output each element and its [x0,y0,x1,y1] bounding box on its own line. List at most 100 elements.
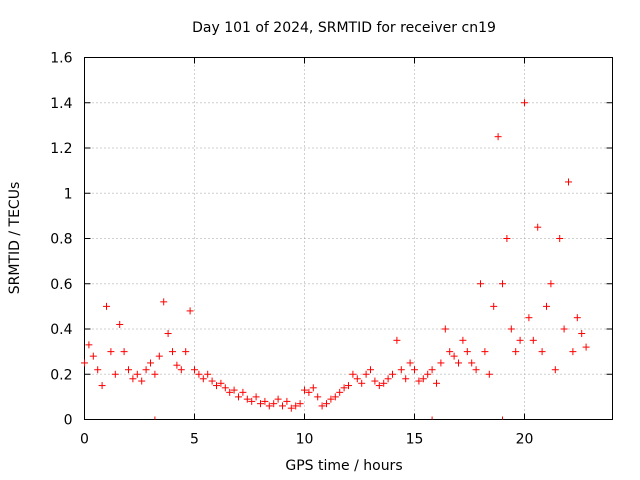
data-point [217,379,225,387]
data-point [494,133,502,141]
data-point [111,370,119,378]
x-tick-label: 15 [406,432,424,448]
data-point [397,366,405,374]
data-point [477,280,484,288]
data-point [353,375,361,383]
y-tick-label: 0 [64,413,73,429]
data-point [406,359,414,367]
data-point [565,178,572,186]
data-point [296,400,304,408]
y-tick-label: 0.8 [50,232,72,248]
data-point [81,359,88,367]
data-point [380,379,388,387]
data-point [560,325,568,333]
x-tick-label: 10 [296,432,314,448]
data-point [490,302,498,310]
data-point [164,330,172,338]
data-point [243,395,251,403]
y-tick-label: 1 [64,186,73,202]
data-point [89,352,97,360]
data-point [459,336,467,344]
data-point [177,366,185,374]
data-point [160,298,168,306]
data-point [85,341,93,349]
data-point [182,348,190,356]
data-point [120,348,128,356]
y-tick-label: 1.2 [50,141,72,157]
data-point [239,388,247,396]
x-tick-labels: 0 5 10 15 20 [80,432,533,448]
data-point [455,359,462,367]
data-point [393,336,401,344]
data-point [538,348,546,356]
data-point [367,366,374,374]
data-points [81,99,590,420]
data-point [235,393,242,401]
y-tick-labels: 0 0.2 0.4 0.6 0.8 1 1.2 1.4 1.6 [50,51,72,429]
data-point [261,397,269,405]
chart-title: Day 101 of 2024, SRMTID for receiver cn1… [192,20,496,36]
data-point [345,382,352,390]
data-point [274,395,282,403]
data-point [199,375,207,383]
data-point [94,366,102,374]
y-tick-label: 0.2 [50,367,72,383]
data-point [529,336,537,344]
y-tick-label: 0.4 [50,322,72,338]
data-point [573,314,581,322]
data-point [107,348,115,356]
x-tick-label: 0 [80,432,89,448]
x-axis-label: GPS time / hours [285,458,402,474]
data-point [226,388,234,396]
data-point [578,330,586,338]
data-point [287,404,295,412]
data-point [507,325,515,333]
data-point [516,336,524,344]
data-point [252,393,260,401]
data-point [208,377,216,385]
data-point [384,375,392,383]
data-point [441,325,449,333]
data-point [521,99,528,107]
data-point [424,370,432,378]
data-point [485,370,493,378]
data-point [437,359,445,367]
data-point [323,400,330,408]
data-point [318,402,326,410]
data-point [314,393,322,401]
x-tick-label: 20 [516,432,534,448]
data-point [292,402,300,410]
data-point [204,370,212,378]
data-point [336,388,344,396]
data-point [221,384,229,392]
data-point [525,314,533,322]
data-point [481,348,489,356]
plot-frame [84,57,613,420]
data-point [103,302,110,310]
data-point [327,395,335,403]
data-point [534,223,542,231]
data-point [472,366,480,374]
data-point [411,366,418,374]
data-point [503,235,511,242]
data-point [283,397,291,405]
data-point [147,359,154,367]
data-point [371,377,379,385]
data-point [512,348,520,356]
y-tick-label: 0.6 [50,277,72,293]
data-point [116,320,124,328]
data-point [428,366,436,374]
data-point [133,370,141,378]
data-point [191,366,198,374]
data-point [248,397,256,405]
data-point [450,352,458,360]
data-point [556,235,564,242]
data-point [582,343,590,351]
data-point [446,348,454,356]
data-point [463,348,471,356]
data-point [186,307,194,315]
y-tick-label: 1.6 [50,51,72,67]
data-point [195,370,203,378]
data-point [125,366,132,374]
data-point [419,375,427,383]
